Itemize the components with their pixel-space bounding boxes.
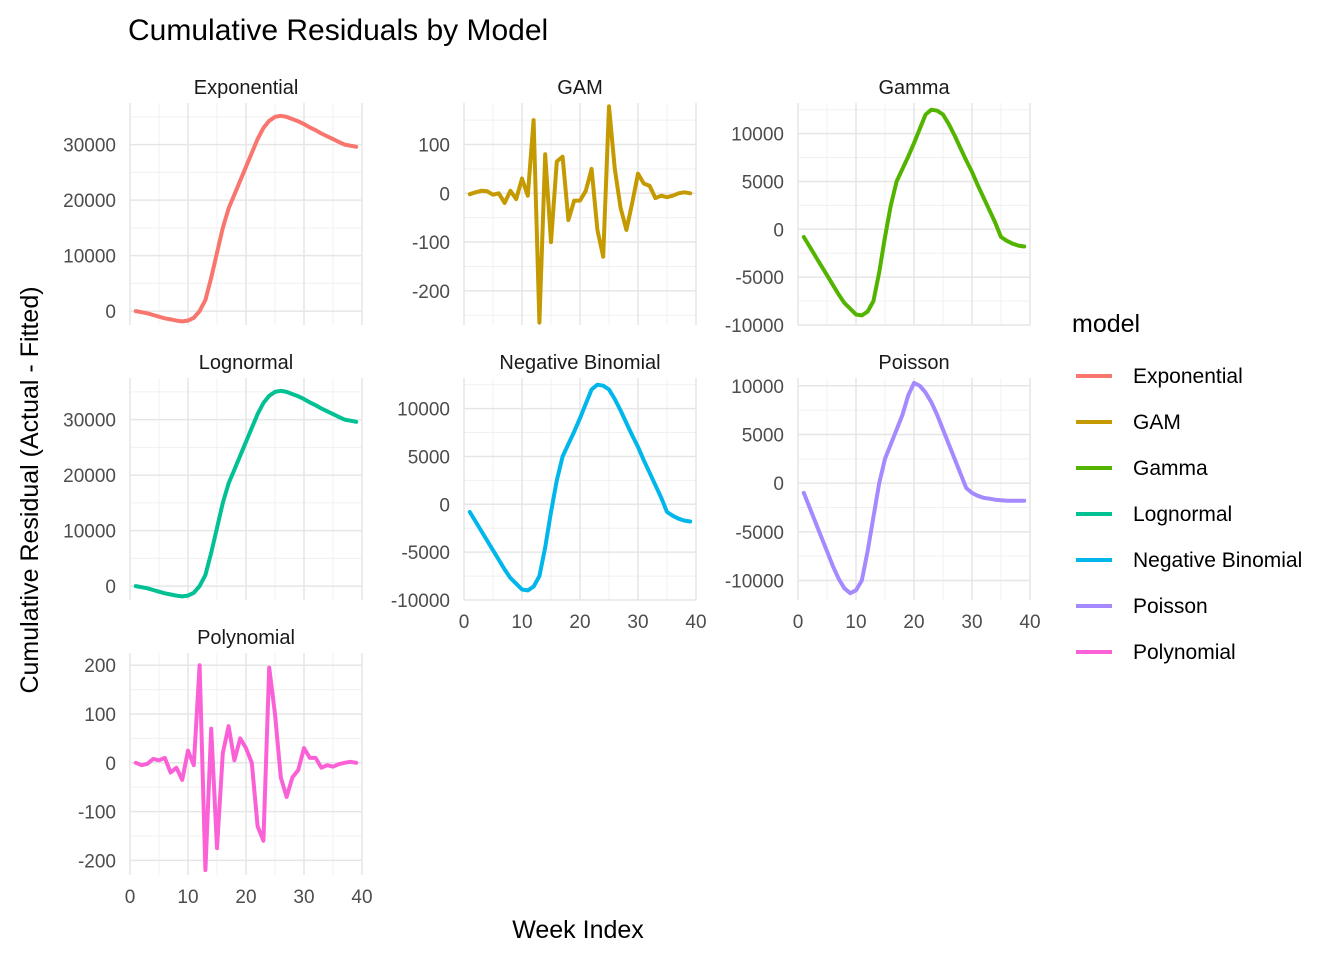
x-tick-label: 40 (351, 887, 372, 908)
panel-title-exponential: Exponential (194, 77, 299, 99)
chart-title: Cumulative Residuals by Model (128, 14, 548, 47)
y-tick-label: -10000 (725, 572, 784, 593)
y-tick-label: 0 (773, 474, 784, 495)
y-tick-label: -5000 (735, 268, 784, 289)
legend-label-lognormal: Lognormal (1133, 503, 1232, 526)
panel-title-lognormal: Lognormal (199, 352, 294, 374)
y-tick-label: -100 (412, 233, 450, 254)
y-tick-label: 30000 (63, 136, 116, 157)
series-line-polynomial (133, 663, 359, 873)
series-line-exponential (133, 113, 359, 324)
panel-title-gam: GAM (557, 77, 603, 99)
x-tick-label: 0 (459, 612, 470, 633)
y-tick-label: 10000 (731, 377, 784, 398)
y-tick-label: 10000 (63, 522, 116, 543)
legend: Exponential GAM Gamma Lognormal Negative Bin… (1076, 365, 1302, 664)
y-tick-label: 20000 (63, 466, 116, 487)
x-tick-label: 30 (961, 612, 982, 633)
y-tick-label: 0 (105, 302, 116, 323)
panel-polynomial: Polynomial -200 -100 0 100 200 0 10 20 30 40 (78, 627, 373, 908)
x-tick-label: 20 (903, 612, 924, 633)
x-tick-label: 10 (177, 887, 198, 908)
panel-title-gamma: Gamma (878, 77, 950, 99)
y-tick-label: -200 (412, 282, 450, 303)
panels: Exponential0100002000030000GAM-200-10001… (63, 77, 1040, 908)
x-tick-label: 40 (685, 612, 706, 633)
y-tick-label: -100 (78, 803, 116, 824)
y-tick-label: -5000 (735, 523, 784, 544)
y-tick-label: 10000 (731, 125, 784, 146)
panel-negative-binomial: Negative Binomial -10000 -5000 0 5000 10000 0 1… (391, 352, 707, 633)
y-tick-label: 0 (105, 577, 116, 598)
legend-label-poisson: Poisson (1133, 595, 1208, 618)
legend-label-exponential: Exponential (1133, 365, 1243, 388)
panel-title-negative-binomial: Negative Binomial (499, 352, 660, 374)
y-tick-label: 5000 (408, 447, 450, 468)
legend-label-gam: GAM (1133, 411, 1181, 434)
y-tick-label: 0 (439, 184, 450, 205)
y-tick-label: 10000 (63, 247, 116, 268)
legend-label-negative-binomial: Negative Binomial (1133, 549, 1302, 572)
x-tick-label: 40 (1019, 612, 1040, 633)
x-tick-label: 20 (235, 887, 256, 908)
y-tick-label: 5000 (742, 425, 784, 446)
y-tick-label: 0 (773, 220, 784, 241)
y-tick-label: 100 (84, 705, 116, 726)
panel-gam: GAM -200 -100 0 100 (412, 77, 697, 325)
legend-label-polynomial: Polynomial (1133, 641, 1236, 664)
y-tick-label: 0 (105, 754, 116, 775)
x-tick-label: 0 (125, 887, 136, 908)
panel-exponential: Exponential 0 10000 20000 30000 (63, 77, 363, 325)
series-line-poisson (801, 380, 1027, 596)
x-tick-label: 10 (511, 612, 532, 633)
series-line-gam (467, 104, 693, 325)
x-tick-label: 20 (569, 612, 590, 633)
x-tick-label: 30 (627, 612, 648, 633)
y-tick-label: 0 (439, 495, 450, 516)
legend-label-gamma: Gamma (1133, 457, 1208, 480)
series-line-lognormal (133, 388, 359, 599)
y-tick-label: -10000 (725, 316, 784, 337)
x-tick-label: 30 (293, 887, 314, 908)
series-line-gamma (801, 107, 1027, 318)
y-tick-label: 10000 (397, 400, 450, 421)
panel-lognormal: Lognormal 0 10000 20000 30000 (63, 352, 363, 600)
y-tick-label: 200 (84, 656, 116, 677)
y-tick-label: 30000 (63, 411, 116, 432)
x-axis-label: Week Index (512, 916, 644, 944)
y-tick-label: 100 (418, 135, 450, 156)
panel-poisson: Poisson -10000 -5000 0 5000 10000 0 10 20 30 40 (725, 352, 1041, 633)
y-tick-label: -5000 (401, 543, 450, 564)
x-tick-label: 10 (845, 612, 866, 633)
y-axis-label: Cumulative Residual (Actual - Fitted) (16, 286, 44, 693)
y-tick-label: -200 (78, 851, 116, 872)
y-tick-label: 5000 (742, 172, 784, 193)
series-line-negative-binomial (467, 382, 693, 593)
panel-title-polynomial: Polynomial (197, 627, 295, 649)
panel-gamma: Gamma -10000 -5000 0 5000 10000 (725, 77, 1031, 337)
x-tick-label: 0 (793, 612, 804, 633)
y-tick-label: -10000 (391, 591, 450, 612)
legend-title: model (1072, 310, 1140, 338)
y-tick-label: 20000 (63, 191, 116, 212)
panel-title-poisson: Poisson (878, 352, 949, 374)
